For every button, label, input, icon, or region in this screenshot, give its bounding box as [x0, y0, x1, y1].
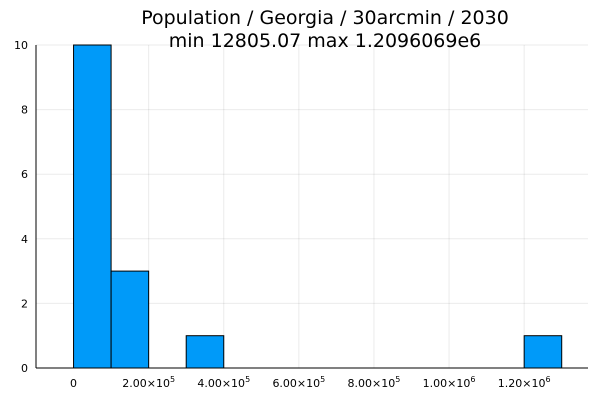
y-tick-label-0: 0 — [21, 362, 28, 375]
axes — [35, 45, 588, 369]
chart-subtitle: min 12805.07 max 1.2096069e6 — [169, 30, 482, 52]
x-tick-label-6: 1.20×106 — [498, 375, 551, 390]
histogram-bar-1 — [110, 270, 150, 369]
y-tick-label-4: 8 — [21, 104, 28, 117]
x-tick-label-1: 2.00×105 — [122, 375, 175, 390]
y-tick-labels: 0 2 4 6 8 10 — [14, 39, 28, 375]
y-tick-label-1: 2 — [21, 297, 28, 310]
histogram-bar-2 — [185, 335, 225, 369]
x-tick-label-0: 0 — [70, 377, 77, 390]
x-tick-label-5: 1.00×106 — [423, 375, 476, 390]
grid — [36, 44, 588, 369]
y-tick-label-2: 4 — [21, 233, 28, 246]
x-tick-label-2: 4.00×105 — [197, 375, 250, 390]
bars — [73, 44, 563, 369]
histogram-bar-0 — [73, 44, 112, 369]
x-tick-label-4: 8.00×105 — [348, 375, 401, 390]
y-tick-label-3: 6 — [21, 168, 28, 181]
y-tick-label-5: 10 — [14, 39, 28, 52]
histogram-bar-3 — [523, 335, 563, 369]
x-tick-labels: 0 2.00×105 4.00×105 6.00×105 8.00×105 1.00×10… — [70, 375, 551, 390]
chart-title: Population / Georgia / 30arcmin / 2030 — [141, 7, 509, 29]
x-tick-label-3: 6.00×105 — [272, 375, 325, 390]
